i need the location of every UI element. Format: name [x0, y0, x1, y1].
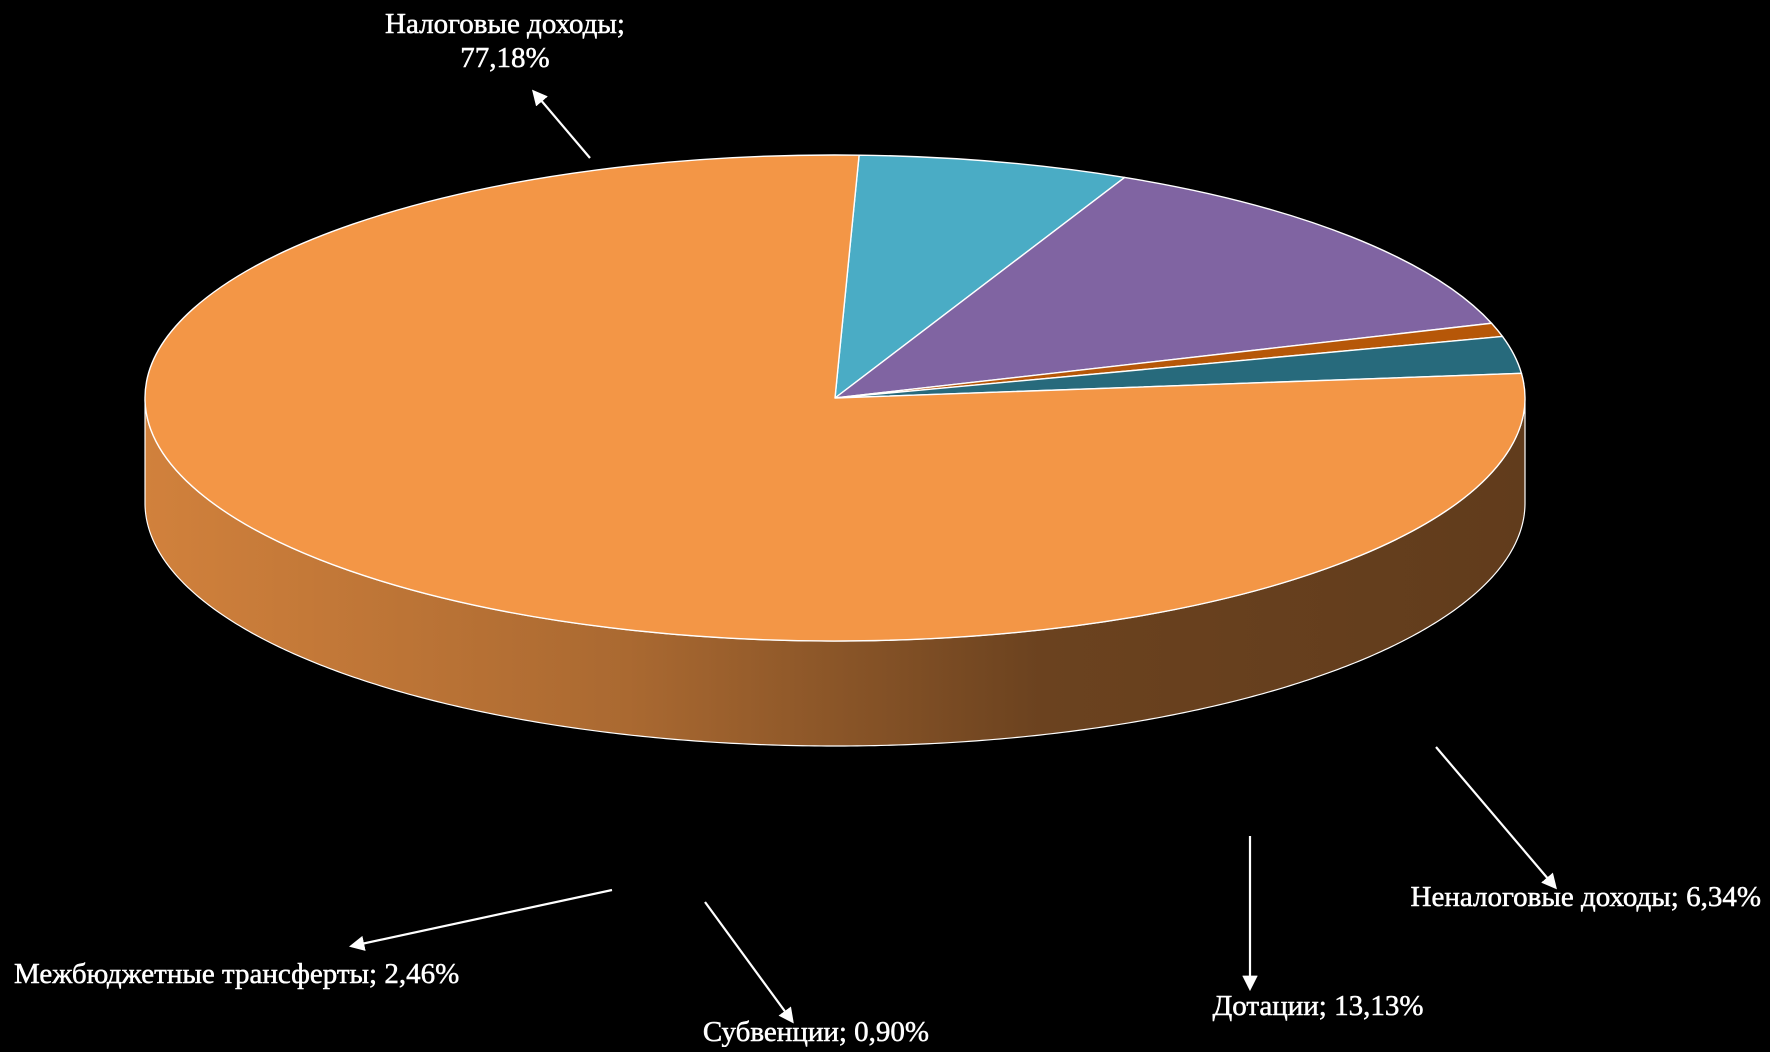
leader-arrow-межбюджетные-трансферты — [352, 890, 612, 946]
data-label-неналоговые-доходы: Неналоговые доходы; 6,34% — [1411, 881, 1761, 913]
data-label-субвенции: Субвенции; 0,90% — [703, 1016, 929, 1047]
leader-arrow-неналоговые-доходы — [1436, 747, 1555, 887]
data-label-дотации: Дотации; 13,13% — [1212, 990, 1423, 1022]
pie-top — [145, 155, 1525, 641]
data-label-налоговые-доходы-line-2: 77,18% — [460, 42, 549, 74]
leader-arrow-субвенции — [705, 902, 792, 1021]
data-label-налоговые-доходы-line-1: Налоговые доходы; — [385, 8, 625, 40]
leader-arrow-налоговые-доходы — [534, 92, 590, 158]
data-label-межбюджетные-трансферты: Межбюджетные трансферты; 2,46% — [14, 958, 459, 990]
